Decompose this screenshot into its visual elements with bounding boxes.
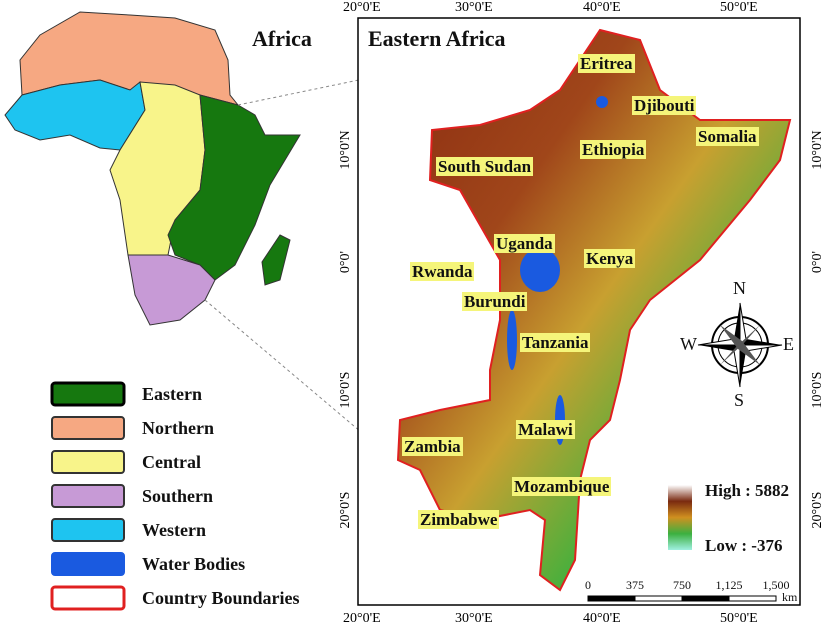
compass-n: N xyxy=(733,278,746,298)
elevation-colorbar xyxy=(668,485,692,550)
compass-s: S xyxy=(734,390,745,410)
country-label: Rwanda xyxy=(410,262,475,281)
country-label: Somalia xyxy=(696,127,759,146)
scale-tick-label: 0 xyxy=(585,578,591,592)
scale-bar xyxy=(587,595,777,602)
bottom-coord-label: 30°0'E xyxy=(455,611,493,626)
scale-tick-label: 375 xyxy=(626,578,644,592)
legend-label: Eastern xyxy=(142,384,202,404)
country-label: Malawi xyxy=(516,420,575,439)
africa-inset xyxy=(4,11,301,326)
legend-swatches xyxy=(50,381,126,611)
country-label: Eritrea xyxy=(578,54,635,73)
country-label: South Sudan xyxy=(436,157,534,176)
country-label: Zambia xyxy=(402,437,463,456)
legend-label: Country Boundaries xyxy=(142,588,300,608)
inset-title: Africa xyxy=(252,26,312,51)
country-label: Zimbabwe xyxy=(418,510,500,529)
country-label: Djibouti xyxy=(632,96,697,115)
compass-w: W xyxy=(680,334,697,354)
scale-tick-label: 1,125 xyxy=(715,578,743,592)
right-coord-label: 10°0'N xyxy=(810,130,825,170)
lake-tanganyika xyxy=(507,310,517,370)
right-coord-label: 0°0' xyxy=(810,250,825,274)
top-coord-label: 40°0'E xyxy=(583,0,621,15)
left-coord-label: 10°0'S xyxy=(338,371,353,409)
country-label: Ethiopia xyxy=(580,140,647,159)
country-label: Mozambique xyxy=(512,477,612,496)
bottom-coord-label: 20°0'E xyxy=(343,611,381,626)
right-coord-label: 20°0'S xyxy=(810,491,825,529)
elevation-low: Low : -376 xyxy=(705,536,783,555)
scale-tick-label: 1,500 xyxy=(762,578,790,592)
left-coord-label: 20°0'S xyxy=(338,491,353,529)
country-label: Uganda xyxy=(494,234,555,253)
country-label: Kenya xyxy=(584,249,636,268)
left-coord-label: 0°0' xyxy=(338,250,353,274)
map-title: Eastern Africa xyxy=(368,26,506,51)
legend-label: Northern xyxy=(142,418,214,438)
legend-label: Western xyxy=(142,520,206,540)
country-label: Tanzania xyxy=(520,333,591,352)
lake-victoria xyxy=(520,248,560,292)
scale-unit: km xyxy=(782,590,798,604)
madagascar xyxy=(261,234,291,286)
country-label: Burundi xyxy=(462,292,528,311)
compass-e: E xyxy=(783,334,794,354)
right-coord-label: 10°0'S xyxy=(810,371,825,409)
top-coord-label: 50°0'E xyxy=(720,0,758,15)
left-coord-label: 10°0'N xyxy=(338,130,353,170)
top-coord-label: 30°0'E xyxy=(455,0,493,15)
lake-tana xyxy=(596,96,608,108)
elevation-high: High : 5882 xyxy=(705,481,790,500)
legend-label: Southern xyxy=(142,486,214,506)
legend-label: Water Bodies xyxy=(142,554,246,574)
compass-rose xyxy=(697,302,783,388)
bottom-coord-label: 50°0'E xyxy=(720,611,758,626)
legend-label: Central xyxy=(142,452,201,472)
scale-tick-label: 750 xyxy=(673,578,691,592)
bottom-coord-label: 40°0'E xyxy=(583,611,621,626)
top-coord-label: 20°0'E xyxy=(343,0,381,15)
